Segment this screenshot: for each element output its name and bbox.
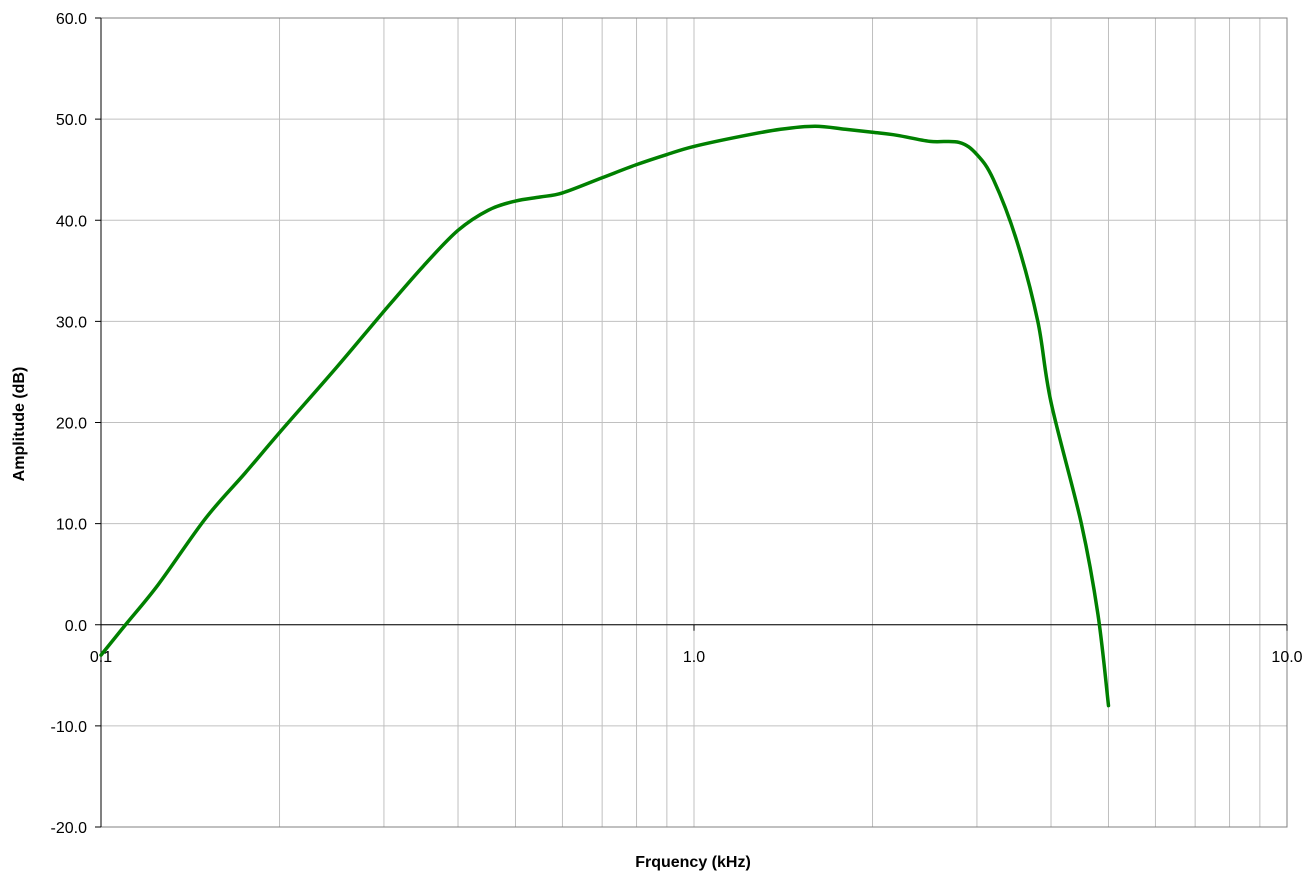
x-axis-ticks: 0.1 1.0 10.0 (90, 624, 1303, 666)
series-line (99, 124, 1111, 708)
y-tick-label: -20.0 (51, 820, 88, 837)
y-axis-ticks: -20.0 -10.0 0.0 10.0 20.0 30.0 40.0 50.0 60.0 (51, 11, 101, 837)
y-tick-label: 50.0 (56, 112, 87, 129)
y-tick-label: 10.0 (56, 517, 87, 534)
y-tick-label: -10.0 (51, 719, 88, 736)
x-tick-label: 0.1 (90, 649, 112, 666)
series-layer (99, 124, 1111, 708)
y-tick-label: 60.0 (56, 11, 87, 28)
x-tick-label: 1.0 (683, 649, 705, 666)
y-tick-label: 30.0 (56, 314, 87, 331)
y-tick-label: 20.0 (56, 416, 87, 433)
y-tick-label: 40.0 (56, 213, 87, 230)
y-tick-label: 0.0 (65, 618, 87, 635)
y-axis-title: Amplitude (dB) (11, 367, 28, 482)
x-tick-label: 10.0 (1271, 649, 1302, 666)
x-axis-title: Frquency (kHz) (635, 854, 751, 871)
